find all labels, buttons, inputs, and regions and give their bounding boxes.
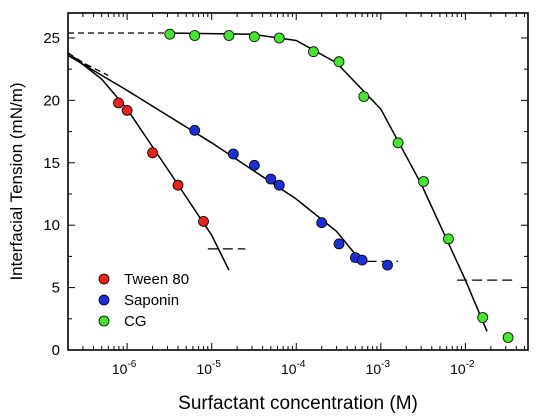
fit-line-tween-80 (67, 52, 230, 271)
data-point-tween-80 (147, 147, 159, 159)
data-point-cg (442, 233, 454, 245)
data-point-saponin (382, 259, 393, 271)
legend-label-cg: CG (124, 313, 147, 330)
x-tick-label: 10-2 (450, 359, 475, 377)
legend-marker-tween-80 (98, 273, 110, 285)
legend: Tween 80 Saponin CG (98, 271, 189, 330)
data-point-saponin (356, 254, 368, 266)
data-point-cg (358, 91, 370, 102)
legend-label-tween-80: Tween 80 (124, 271, 189, 288)
data-point-cg (418, 176, 429, 187)
data-point-cg (308, 46, 319, 58)
plot-frame (67, 12, 529, 351)
x-tick-label: 10-5 (196, 359, 221, 377)
data-point-saponin (227, 148, 239, 160)
data-point-cg (477, 312, 489, 323)
data-point-saponin (333, 238, 345, 250)
data-point-tween-80 (198, 215, 209, 227)
y-tick-label: 25 (43, 30, 60, 47)
data-point-cg (273, 32, 285, 44)
data-point-saponin (265, 173, 277, 185)
fit-line-cg (167, 32, 488, 332)
data-point-saponin (189, 124, 201, 136)
data-point-saponin (248, 159, 260, 171)
y-tick-label: 5 (52, 280, 60, 297)
data-point-tween-80 (172, 179, 184, 191)
legend-label-saponin: Saponin (124, 292, 179, 309)
x-axis-label: Surfactant concentration (M) (178, 393, 418, 414)
data-point-saponin (316, 217, 328, 229)
axis-ticks: 10-6 10-5 10-4 10-3 10-2 0 5 10 15 20 25 (43, 13, 528, 377)
y-tick-label: 15 (43, 155, 60, 172)
fit-extrapolation-saponin (67, 54, 109, 76)
y-tick-label: 10 (43, 217, 60, 234)
data-point-cg (333, 56, 345, 68)
data-point-saponin (273, 179, 285, 191)
y-tick-label: 20 (43, 92, 60, 109)
x-tick-label: 10-4 (281, 359, 306, 377)
data-point-cg (248, 31, 260, 43)
data-point-cg (392, 137, 404, 149)
legend-marker-saponin (98, 294, 110, 306)
data-point-tween-80 (113, 97, 124, 109)
y-axis-label: Interfacial Tension (mN/m) (7, 82, 26, 280)
data-points (113, 28, 514, 343)
y-tick-label: 0 (52, 342, 60, 359)
data-point-tween-80 (121, 105, 133, 116)
x-tick-label: 10-3 (366, 359, 391, 377)
data-point-cg (189, 30, 201, 41)
data-point-cg (502, 332, 514, 343)
data-point-cg (223, 30, 235, 41)
x-tick-label: 10-6 (112, 359, 137, 377)
data-point-cg (164, 28, 176, 40)
legend-marker-cg (98, 315, 110, 327)
fit-line-saponin (67, 54, 363, 264)
